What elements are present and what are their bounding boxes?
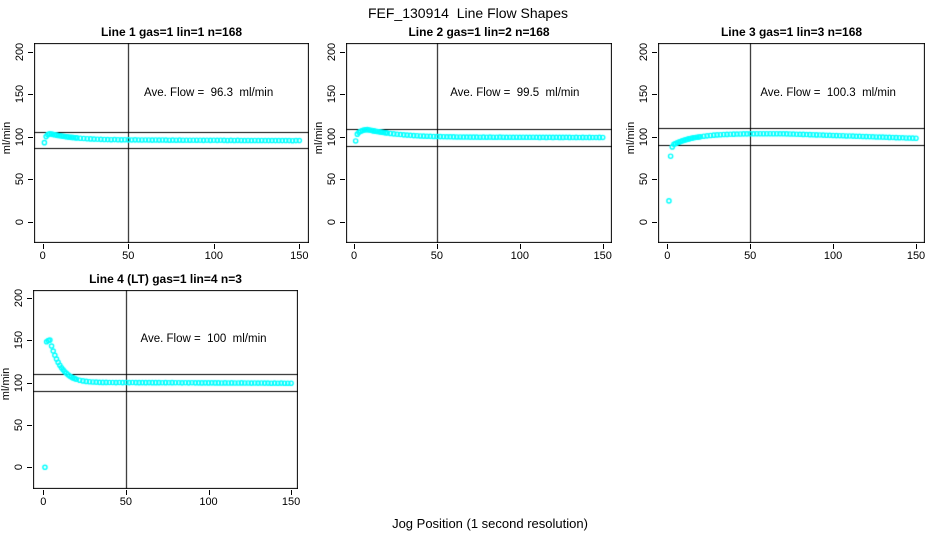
y-tick-label: 200: [13, 288, 25, 307]
x-tick-label: 100: [204, 250, 223, 262]
y-tick-label: 200: [14, 42, 26, 61]
x-tick-mark: [602, 244, 604, 249]
x-tick-label: 150: [281, 496, 301, 508]
plot-canvas: [34, 43, 309, 243]
y-tick-mark: [340, 51, 345, 53]
x-tick-mark: [519, 244, 521, 249]
x-tick-label: 100: [199, 496, 218, 508]
y-tick-mark: [27, 382, 32, 384]
y-tick-mark: [28, 94, 33, 96]
x-tick-label: 0: [664, 250, 671, 262]
y-tick-label: 150: [13, 330, 25, 350]
y-axis-title: ml/min: [0, 367, 12, 401]
x-tick-label: 0: [40, 496, 47, 508]
y-tick-label: 0: [14, 218, 26, 225]
x-tick-mark: [128, 244, 130, 249]
y-tick-label: 150: [14, 85, 26, 104]
y-tick-label: 150: [326, 85, 338, 104]
x-tick-label: 0: [350, 250, 358, 262]
y-tick-label: 150: [638, 85, 650, 104]
y-tick-label: 200: [326, 42, 338, 61]
y-tick-mark: [340, 136, 345, 138]
y-tick-label: 100: [326, 127, 338, 146]
y-tick-label: 100: [13, 373, 25, 392]
y-axis-title: ml/min: [1, 122, 13, 155]
y-tick-mark: [27, 467, 32, 469]
x-tick-label: 150: [290, 250, 309, 262]
figure-title: FEF_130914 Line Flow Shapes: [367, 5, 568, 21]
y-axis-title: ml/min: [625, 122, 637, 155]
x-tick-mark: [667, 244, 669, 249]
y-tick-mark: [28, 221, 33, 223]
y-tick-label: 50: [638, 173, 650, 186]
subplot-title: Line 3 gas=1 lin=3 n=168: [720, 25, 863, 39]
y-tick-label: 50: [13, 418, 25, 432]
y-tick-mark: [27, 340, 32, 342]
x-tick-mark: [43, 490, 45, 495]
y-tick-mark: [652, 94, 657, 96]
plot-canvas: [33, 290, 298, 489]
x-tick-mark: [354, 244, 355, 249]
plot-canvas: [346, 43, 612, 243]
y-tick-label: 50: [326, 173, 338, 186]
x-tick-label: 0: [39, 250, 46, 262]
x-tick-mark: [916, 244, 917, 249]
y-tick-mark: [27, 424, 32, 426]
subplot-title: Line 4 (LT) gas=1 lin=4 n=3: [89, 272, 242, 286]
y-tick-label: 100: [638, 127, 650, 146]
x-tick-label: 150: [906, 250, 926, 262]
plot-canvas: [658, 43, 925, 243]
y-tick-label: 200: [638, 42, 650, 61]
y-tick-mark: [340, 94, 345, 96]
y-tick-label: 100: [14, 127, 26, 146]
x-tick-label: 100: [510, 250, 529, 262]
y-tick-mark: [28, 179, 33, 181]
y-tick-mark: [652, 179, 657, 181]
y-tick-mark: [28, 136, 33, 138]
x-tick-mark: [125, 490, 127, 495]
subplot-title: Line 1 gas=1 lin=1 n=168: [100, 25, 243, 39]
x-tick-mark: [299, 244, 301, 249]
y-tick-label: 0: [326, 218, 338, 225]
y-tick-mark: [652, 51, 657, 53]
y-tick-mark: [340, 179, 345, 181]
y-tick-label: 0: [13, 464, 25, 471]
x-tick-mark: [833, 244, 835, 249]
x-tick-label: 50: [119, 496, 133, 508]
x-tick-mark: [291, 490, 293, 495]
x-tick-label: 150: [593, 250, 612, 262]
x-tick-mark: [436, 244, 438, 249]
y-tick-mark: [652, 136, 657, 138]
x-tick-label: 50: [122, 250, 135, 262]
x-tick-mark: [750, 244, 752, 249]
y-tick-label: 0: [638, 218, 650, 225]
y-tick-mark: [28, 51, 33, 53]
x-tick-label: 100: [823, 250, 843, 262]
x-tick-label: 50: [430, 250, 444, 262]
x-axis-label: Jog Position (1 second resolution): [392, 516, 588, 531]
y-tick-mark: [652, 221, 657, 223]
y-tick-mark: [27, 297, 32, 299]
x-tick-mark: [42, 244, 44, 249]
y-axis-title: ml/min: [313, 122, 325, 155]
x-tick-mark: [208, 490, 210, 495]
y-tick-mark: [340, 221, 345, 223]
x-tick-mark: [213, 244, 215, 249]
subplot-title: Line 2 gas=1 lin=2 n=168: [408, 25, 550, 39]
y-tick-label: 50: [14, 173, 26, 186]
x-tick-label: 50: [744, 250, 757, 262]
